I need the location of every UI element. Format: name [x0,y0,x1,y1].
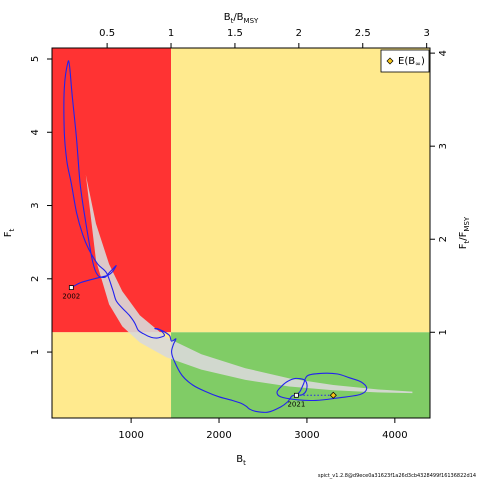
end-year-label: 2021 [287,400,305,408]
top-axis-label: Bt/BMSY [224,12,259,25]
right-tick-label: 4 [438,50,449,56]
legend: E(B∞) [380,49,430,73]
y-axis-label: Ft [3,228,16,237]
legend-label: E(B∞) [398,56,425,68]
top-tick-label: 1 [168,28,174,39]
top-tick-label: 3 [423,28,429,39]
y-tick-label: 3 [30,202,41,208]
top-relative-axis: 0.5 1 1.5 2 2.5 3 [99,28,430,48]
y-axis: 1 2 3 4 5 [30,56,52,355]
start-point-marker [68,285,74,290]
right-tick-label: 2 [438,236,449,242]
overfishing-healthy-zone [171,48,430,333]
top-tick-label: 0.5 [99,28,115,39]
right-axis-label: Ft/FMSY [458,216,471,249]
top-tick-label: 2.5 [355,28,371,39]
y-tick-label: 1 [30,349,41,355]
right-tick-label: 3 [438,143,449,149]
legend-box [380,49,430,73]
version-footer: spict_v1.2.8@d9ece0a31623f1a26d3cb432849… [318,473,476,479]
start-year-label: 2002 [62,293,80,301]
legend-expected-marker [386,57,394,65]
top-tick-label: 2 [296,28,302,39]
y-tick-label: 5 [30,56,41,62]
end-point-marker [293,392,299,398]
x-axis-label: Bt [236,454,246,467]
x-tick-label: 2000 [206,430,231,441]
confidence-band [85,174,413,394]
right-relative-axis: 1 2 3 4 [430,50,449,335]
right-tick-label: 1 [438,329,449,335]
trajectory-line [63,60,368,413]
healthy-zone [171,332,430,418]
expected-equilibrium-marker [329,391,337,399]
x-tick-label: 1000 [118,430,143,441]
top-tick-label: 1.5 [227,28,243,39]
x-axis: 1000 2000 3000 4000 [118,417,408,441]
y-tick-label: 4 [30,129,41,135]
y-tick-label: 2 [30,276,41,282]
x-tick-label: 3000 [294,430,319,441]
x-tick-label: 4000 [382,430,407,441]
kobe-zones [52,48,430,418]
